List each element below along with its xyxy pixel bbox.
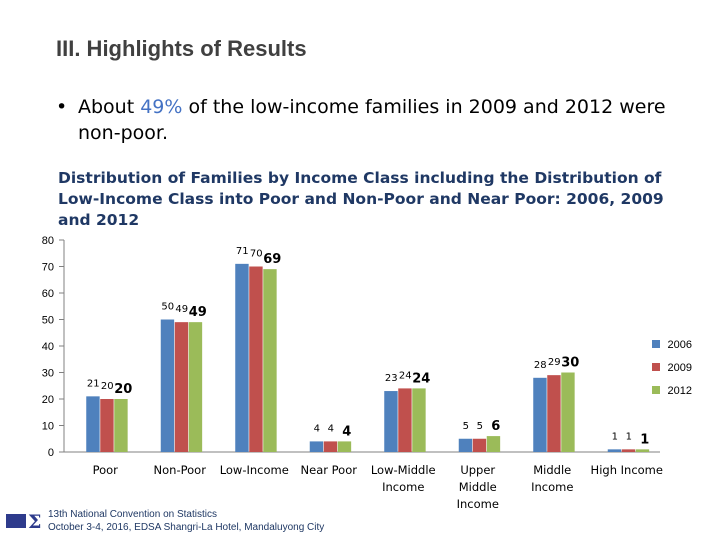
bar-2006-7: [607, 449, 622, 452]
data-label-2012-7: 1: [640, 432, 649, 447]
bar-2009-5: [472, 438, 487, 452]
bar-2009-3: [323, 441, 338, 452]
data-label-2006-6: 28: [534, 360, 547, 371]
y-tick-label: 20: [42, 394, 54, 406]
bar-2012-0: [114, 399, 128, 452]
footer-line-1: 13th National Convention on Statistics: [48, 509, 217, 520]
data-label-2006-5: 5: [463, 421, 469, 432]
y-tick-label: 50: [42, 315, 54, 327]
bar-2006-6: [533, 377, 547, 452]
data-label-2012-4: 24: [412, 371, 430, 386]
category-label-5: Upper: [460, 463, 495, 477]
data-label-2006-3: 4: [314, 423, 320, 434]
data-label-2009-3: 4: [328, 423, 334, 434]
bar-2006-5: [458, 438, 473, 452]
data-label-2006-7: 1: [612, 431, 618, 442]
data-label-2009-4: 24: [399, 370, 412, 381]
data-label-2009-7: 1: [626, 431, 632, 442]
category-label-3: Near Poor: [301, 463, 358, 477]
category-label-1: Non-Poor: [154, 463, 207, 477]
data-label-2009-5: 5: [477, 421, 483, 432]
data-label-2009-2: 70: [250, 249, 263, 260]
data-label-2006-4: 23: [385, 373, 398, 384]
data-label-2006-2: 71: [236, 246, 249, 257]
bullet-text-pre: About: [78, 96, 141, 118]
category-label-5: Middle: [459, 480, 497, 494]
bar-2012-3: [337, 441, 352, 452]
data-label-2012-6: 30: [561, 356, 579, 371]
bar-2006-1: [160, 319, 175, 452]
footer-line-2: October 3-4, 2016, EDSA Shangri-La Hotel…: [48, 522, 325, 533]
category-label-7: High Income: [591, 463, 663, 477]
data-label-2009-6: 29: [548, 357, 561, 368]
bullet-text-post: of the low-income families in 2009 and 2…: [78, 96, 666, 144]
legend-label-2009: 2009: [668, 362, 692, 374]
bar-2012-2: [263, 269, 277, 452]
data-label-2012-2: 69: [263, 252, 281, 267]
bar-2006-2: [235, 263, 249, 452]
y-tick-label: 70: [42, 262, 54, 274]
svg-text:Σ: Σ: [28, 511, 41, 531]
y-tick-label: 10: [42, 421, 54, 433]
y-tick-label: 40: [42, 341, 54, 353]
y-tick-label: 80: [42, 235, 54, 247]
category-label-6: Income: [531, 480, 573, 494]
convention-logo: Σ: [6, 511, 44, 535]
bar-2009-4: [398, 388, 412, 452]
bar-2012-4: [412, 388, 426, 452]
data-label-2009-1: 49: [175, 304, 188, 315]
legend-swatch-2009: [652, 363, 660, 371]
data-label-2006-0: 21: [87, 378, 100, 389]
legend-label-2006: 2006: [668, 339, 692, 351]
chart-bars: [86, 263, 650, 452]
data-label-2012-3: 4: [342, 424, 351, 439]
bullet-text: About 49% of the low-income families in …: [56, 94, 676, 146]
bullet-highlight: 49%: [140, 96, 183, 118]
category-label-2: Low-Income: [220, 463, 289, 477]
data-label-2012-0: 20: [114, 382, 132, 397]
bar-2006-0: [86, 396, 100, 452]
bar-2009-7: [621, 449, 636, 452]
bar-2012-5: [486, 436, 501, 452]
y-tick-label: 0: [48, 447, 54, 459]
category-label-6: Middle: [533, 463, 571, 477]
y-tick-label: 60: [42, 288, 54, 300]
bar-2009-1: [174, 322, 189, 452]
category-label-0: Poor: [93, 463, 119, 477]
page-title: III. Highlights of Results: [56, 36, 307, 61]
data-label-2012-5: 6: [491, 419, 500, 434]
bar-2012-7: [635, 449, 650, 452]
summary-bullet: • About 49% of the low-income families i…: [56, 94, 676, 146]
category-label-4: Income: [382, 480, 424, 494]
bar-2012-1: [188, 322, 203, 452]
data-label-2009-0: 20: [101, 381, 114, 392]
legend-label-2012: 2012: [668, 385, 692, 397]
data-label-2012-1: 49: [189, 305, 207, 320]
legend-swatch-2012: [652, 386, 660, 394]
chart-title: Distribution of Families by Income Class…: [58, 169, 664, 229]
category-label-4: Low-Middle: [371, 463, 436, 477]
bar-2009-2: [249, 266, 263, 452]
chart-legend: 2006 2009 2012: [652, 339, 692, 397]
bar-2006-3: [309, 441, 324, 452]
category-label-5: Income: [457, 497, 499, 511]
bar-2009-6: [547, 375, 561, 452]
y-tick-label: 30: [42, 368, 54, 380]
bar-2006-4: [384, 391, 398, 452]
bar-2009-0: [100, 399, 114, 452]
footer: 13th National Convention on Statistics O…: [48, 508, 324, 534]
bullet-dot: •: [56, 96, 68, 118]
chart-category-labels: Poor Non-Poor Low-Income Near Poor Low-Middl…: [93, 463, 663, 511]
legend-swatch-2006: [652, 340, 660, 348]
bar-2012-6: [561, 372, 575, 452]
data-label-2006-1: 50: [161, 302, 174, 313]
